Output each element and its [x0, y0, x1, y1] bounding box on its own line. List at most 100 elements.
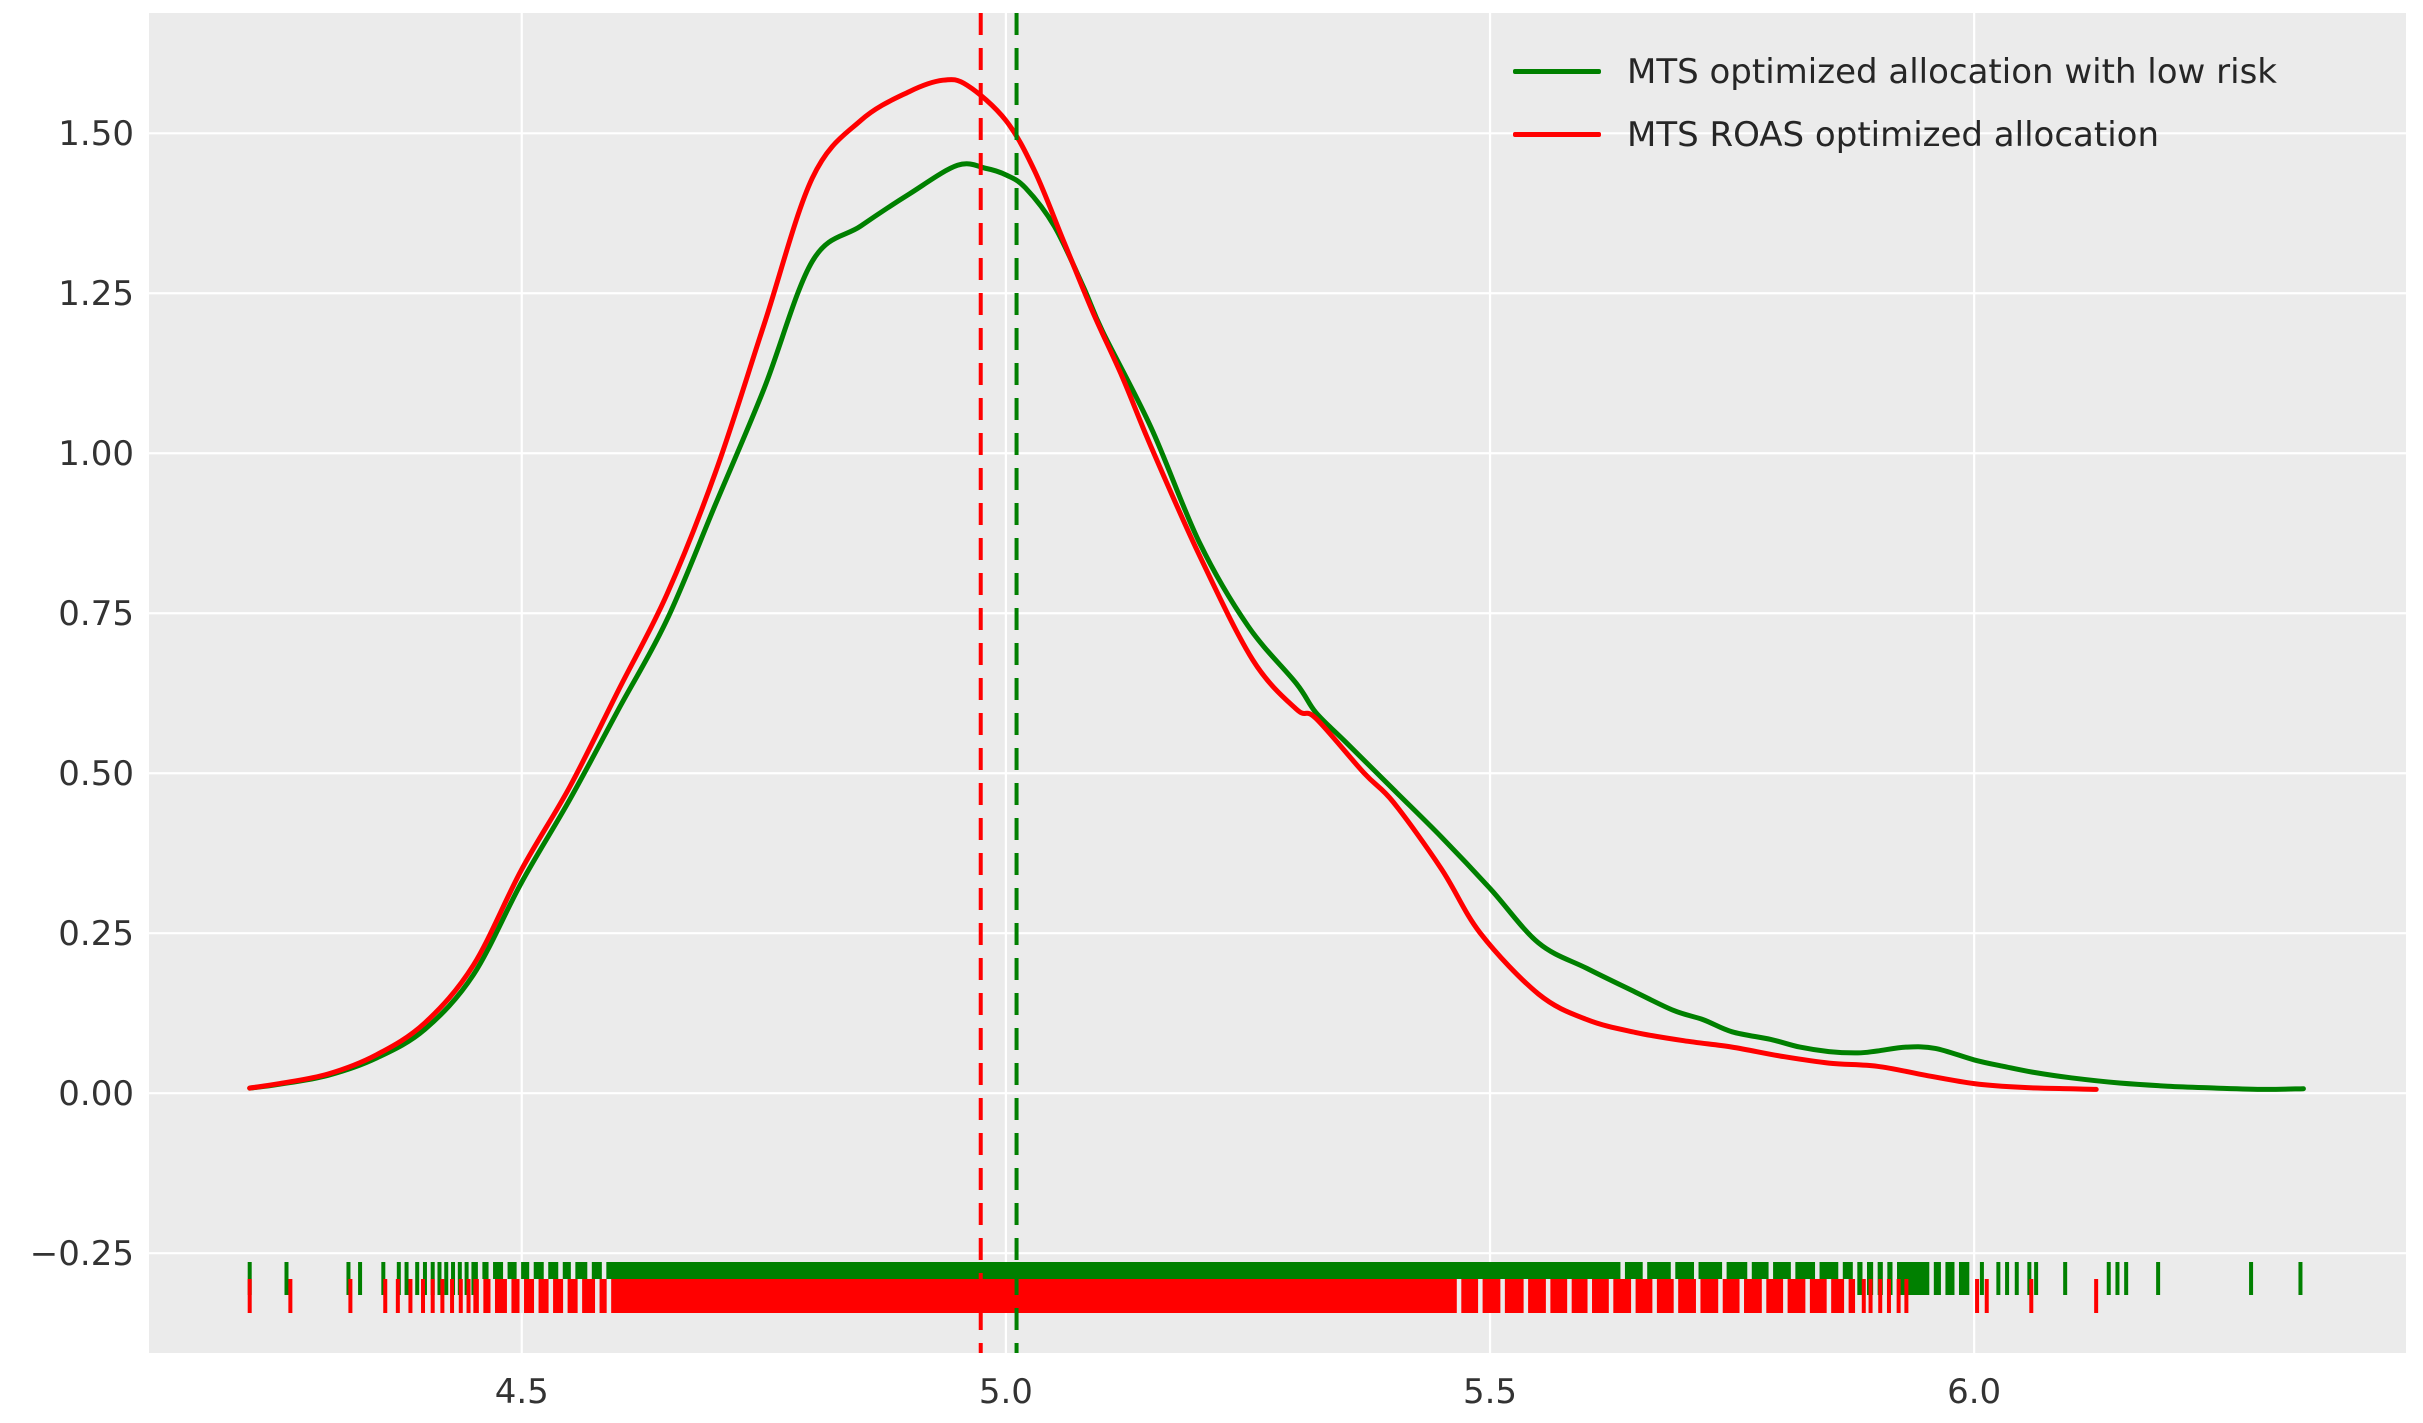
- rug-tick-green: [437, 1262, 442, 1295]
- rug-tick-green: [247, 1262, 252, 1295]
- rug-gap: [1694, 1262, 1699, 1295]
- rug-gap: [1642, 1262, 1648, 1295]
- rug-tick-red: [2094, 1279, 2099, 1313]
- rug-gap: [1940, 1262, 1946, 1295]
- plot-background: [149, 13, 2406, 1353]
- rug-tick-red: [450, 1279, 455, 1313]
- x-tick-label: 5.0: [979, 1372, 1033, 1412]
- rug-gap: [477, 1262, 483, 1295]
- rug-gap: [1500, 1279, 1505, 1313]
- y-tick-label: 1.00: [58, 434, 134, 474]
- legend-entry: MTS optimized allocation with low risk: [1513, 40, 2277, 103]
- rug-gap: [1882, 1262, 1888, 1295]
- rug-gap: [506, 1279, 512, 1313]
- rug-gap: [1929, 1262, 1934, 1295]
- rug-tick-green: [346, 1262, 351, 1295]
- x-tick-label: 5.5: [1463, 1372, 1517, 1412]
- rug-gap: [1954, 1262, 1959, 1295]
- rug-tick-red: [440, 1279, 445, 1313]
- rug-gap: [1862, 1262, 1867, 1295]
- rug-gap: [606, 1279, 612, 1313]
- rug-tick-green: [358, 1262, 363, 1295]
- rug-gap: [1747, 1262, 1752, 1295]
- legend-label: MTS optimized allocation with low risk: [1627, 51, 2278, 92]
- rug-gap: [478, 1279, 484, 1313]
- legend-entry: MTS ROAS optimized allocation: [1513, 103, 2277, 166]
- rug-tick-red: [1868, 1279, 1873, 1313]
- rug-gap: [1456, 1279, 1462, 1313]
- y-tick-label: 0.75: [58, 594, 134, 634]
- rug-gap: [543, 1262, 549, 1295]
- rug-gap: [529, 1262, 534, 1295]
- rug-gap: [1523, 1279, 1529, 1313]
- y-tick-label: −0.25: [30, 1234, 134, 1274]
- rug-tick-red: [1984, 1279, 1989, 1313]
- rug-gap: [1587, 1279, 1593, 1313]
- rug-gap: [1761, 1279, 1767, 1313]
- rug-tick-red: [1878, 1279, 1883, 1313]
- rug-tick-green: [404, 1262, 409, 1295]
- rug-tick-red: [1886, 1279, 1891, 1313]
- rug-gap: [1790, 1262, 1796, 1295]
- rug-gap: [1670, 1262, 1676, 1295]
- rug-tick-green: [457, 1262, 462, 1295]
- legend-label: MTS ROAS optimized allocation: [1627, 114, 2159, 155]
- rug-tick-green: [2106, 1262, 2111, 1295]
- rug-tick-red: [408, 1279, 413, 1313]
- rug-band-red: [473, 1279, 1856, 1313]
- rug-tick-green: [464, 1262, 469, 1295]
- rug-tick-red: [247, 1279, 252, 1313]
- rug-tick-red: [1975, 1279, 1980, 1313]
- rug-tick-green: [2249, 1262, 2254, 1295]
- rug-tick-green: [2027, 1262, 2032, 1295]
- legend-line-sample-green: [1513, 69, 1601, 74]
- rug-gap: [1620, 1262, 1625, 1295]
- rug-gap: [488, 1262, 494, 1295]
- rug-gap: [601, 1262, 607, 1295]
- rug-tick-red: [466, 1279, 471, 1313]
- rug-tick-red: [1904, 1279, 1909, 1313]
- rug-tick-red: [395, 1279, 400, 1313]
- rug-gap: [1826, 1279, 1832, 1313]
- rug-tick-green: [284, 1262, 289, 1295]
- rug-gap: [1631, 1279, 1636, 1313]
- rug-gap: [516, 1262, 522, 1295]
- rug-tick-red: [430, 1279, 435, 1313]
- y-tick-label: 0.00: [58, 1074, 134, 1114]
- rug-gap: [1852, 1262, 1858, 1295]
- rug-gap: [1805, 1279, 1810, 1313]
- rug-tick-green: [381, 1262, 386, 1295]
- rug-gap: [1739, 1279, 1745, 1313]
- rug-gap: [1652, 1279, 1657, 1313]
- rug-gap: [1545, 1279, 1551, 1313]
- rug-tick-red: [288, 1279, 293, 1313]
- rug-tick-green: [396, 1262, 401, 1295]
- rug-gap: [1892, 1262, 1898, 1295]
- rug-tick-red: [348, 1279, 353, 1313]
- rug-gap: [1844, 1279, 1849, 1313]
- rug-tick-red: [1896, 1279, 1901, 1313]
- rug-gap: [1673, 1279, 1679, 1313]
- rug-tick-red: [421, 1279, 426, 1313]
- x-tick-label: 6.0: [1947, 1372, 2001, 1412]
- rug-gap: [1718, 1279, 1723, 1313]
- kde-curve-red: [247, 77, 2099, 1092]
- rug-tick-red: [2029, 1279, 2034, 1313]
- rug-tick-green: [2063, 1262, 2068, 1295]
- rug-gap: [563, 1279, 568, 1313]
- rug-tick-green: [451, 1262, 456, 1295]
- rug-gap: [577, 1279, 583, 1313]
- legend: MTS optimized allocation with low risk MT…: [1513, 40, 2277, 166]
- rug-gap: [1695, 1279, 1701, 1313]
- rug-gap: [1873, 1262, 1878, 1295]
- rug-gap: [1783, 1279, 1788, 1313]
- kde-curve-green: [247, 161, 2306, 1092]
- rug-tick-green: [2298, 1262, 2303, 1295]
- rug-gap: [1815, 1262, 1820, 1295]
- rug-gap: [1567, 1279, 1572, 1313]
- rug-tick-green: [430, 1262, 435, 1295]
- rug-tick-red: [383, 1279, 388, 1313]
- rug-gap: [503, 1262, 508, 1295]
- y-tick-label: 0.25: [58, 914, 134, 954]
